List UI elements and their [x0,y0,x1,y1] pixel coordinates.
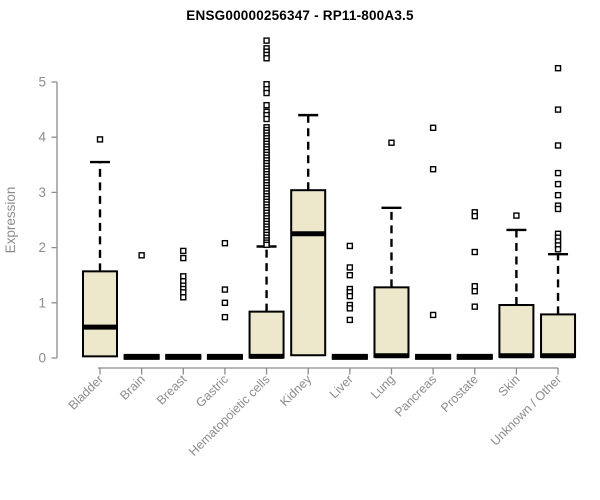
outlier-point [96,136,104,143]
x-tick-label-kidney: Kidney [277,372,314,409]
box-rect [373,286,410,358]
x-tick-label-unknown-other: Unknown / Other [488,372,564,448]
box-group-kidney [290,113,327,357]
outlier-point [554,205,562,213]
outlier-point [180,289,187,296]
box-group-unknown-other [540,64,577,359]
outlier-point [429,166,437,173]
outlier-point [346,305,354,312]
outlier-point [554,180,562,188]
outlier-point [346,272,354,279]
outlier-point [554,64,562,72]
outlier-point [180,294,187,301]
y-tick-label: 3 [38,185,46,200]
outlier-point [263,89,270,97]
outlier-point [346,242,354,250]
outlier-point [221,299,229,306]
outlier-point [180,254,187,262]
outlier-point [221,286,229,293]
outlier-point [554,191,562,199]
outlier-point [471,288,478,295]
outlier-point [554,106,562,113]
box-rect [540,313,577,358]
box-group-pancreas [415,124,452,360]
x-tick-label-gastric: Gastric [193,372,231,410]
outlier-point [138,252,145,259]
box-group-prostate [456,209,493,360]
outlier-point [471,212,478,220]
y-tick-label: 4 [38,130,46,145]
outlier-point [221,239,229,247]
outlier-point [263,241,270,249]
x-tick-label-lung: Lung [368,372,398,402]
box-rect [248,310,285,359]
outlier-point [388,139,395,146]
box-group-liver [331,242,368,360]
y-tick-label: 5 [38,75,46,90]
outlier-point [180,273,187,280]
box-rect [498,304,535,358]
box-group-breast [165,247,202,360]
x-tick-label-pancreas: Pancreas [392,372,439,419]
x-tick-label-skin: Skin [495,372,522,399]
outlier-point [263,101,270,109]
outlier-point [263,115,270,123]
x-tick-label-bladder: Bladder [66,372,106,412]
outlier-point [263,55,270,62]
outlier-point [346,316,354,324]
outlier-point [471,283,478,290]
y-axis: 0 1 2 3 4 5 Expression [3,75,58,366]
outlier-point [554,246,562,253]
outlier-point [429,124,437,132]
y-axis-label: Expression [3,187,18,254]
outlier-point [346,264,354,271]
chart-title: ENSG00000256347 - RP11-800A3.5 [186,8,414,23]
box-group-hematopoietic-cells [248,37,285,359]
outlier-point [346,292,354,300]
y-tick-label: 0 [38,351,46,366]
outlier-point [221,313,229,321]
outlier-point [471,303,478,310]
y-tick-label: 1 [38,295,46,310]
outlier-point [554,169,562,177]
outlier-point [554,142,562,149]
x-tick-label-prostate: Prostate [438,372,481,415]
box-group-brain [123,252,160,360]
box-rect [290,189,327,357]
box-group-lung [373,139,410,359]
outlier-point [263,81,270,88]
box-group-skin [498,212,535,359]
outlier-point [429,311,437,319]
outlier-point [263,37,270,44]
x-tick-label-brain: Brain [117,372,148,403]
box-group-bladder [82,136,118,358]
outlier-point [180,247,187,255]
x-tick-label-breast: Breast [154,372,190,408]
outlier-point [513,212,520,219]
y-tick-label: 2 [38,240,46,255]
box-rect [82,270,118,358]
x-tick-label-liver: Liver [327,372,356,401]
box-group-gastric [206,239,243,360]
x-tick-label-hematopoietic-cells: Hematopoietic cells [186,372,273,459]
outlier-point [471,248,478,256]
